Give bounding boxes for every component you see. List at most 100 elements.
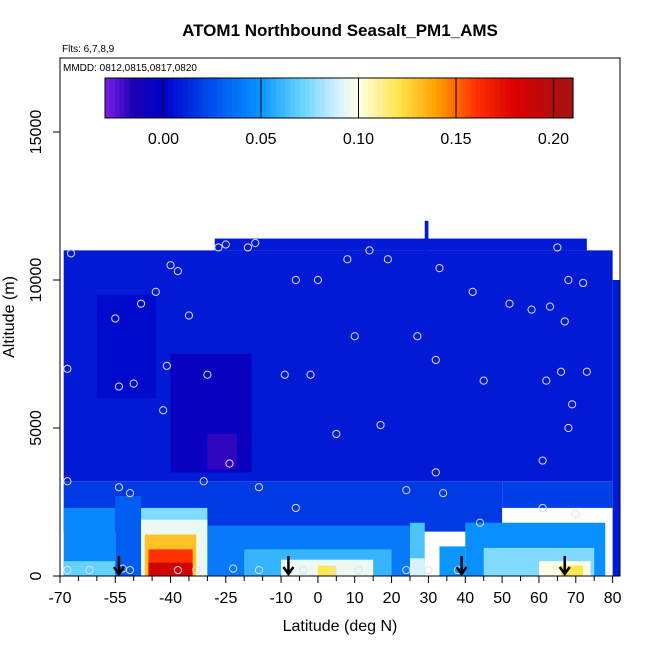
heatmap-cell xyxy=(148,562,193,576)
observation-marker xyxy=(151,287,160,296)
x-tick-label: 40 xyxy=(456,590,474,607)
colorbar-swatch xyxy=(524,78,530,118)
observation-marker xyxy=(527,305,536,314)
colorbar-swatch xyxy=(241,78,247,118)
observation-marker xyxy=(125,489,135,498)
colorbar-swatch xyxy=(499,78,506,118)
observation-marker xyxy=(214,243,223,252)
colorbar-swatch xyxy=(285,78,291,118)
colorbar-swatch xyxy=(129,78,135,118)
colorbar-swatch xyxy=(387,78,394,118)
colorbar-swatch xyxy=(163,78,169,118)
colorbar-swatch xyxy=(485,78,491,118)
observation-marker xyxy=(306,370,315,379)
colorbar-swatch xyxy=(392,78,399,118)
colorbar-swatch xyxy=(329,78,335,118)
observation-marker xyxy=(192,565,201,575)
observation-marker xyxy=(402,486,411,495)
y-tick-label: 10000 xyxy=(28,258,45,303)
y-tick-label: 15000 xyxy=(28,110,45,155)
observation-marker xyxy=(553,243,562,252)
colorbar-swatch xyxy=(144,78,150,118)
x-tick-label: -10 xyxy=(269,590,292,607)
observation-marker xyxy=(203,370,212,379)
observation-marker xyxy=(129,379,138,388)
observation-marker xyxy=(439,489,448,498)
colorbar-swatch xyxy=(558,78,564,118)
colorbar-swatch xyxy=(504,78,511,118)
colorbar-swatch xyxy=(334,78,340,118)
colorbar-swatch xyxy=(421,78,428,118)
colorbar-swatch xyxy=(534,78,540,118)
colorbar-swatch xyxy=(538,78,545,118)
observation-marker xyxy=(468,287,477,296)
colorbar-swatch xyxy=(324,78,330,118)
colorbar-swatch xyxy=(490,78,496,118)
observation-marker xyxy=(166,261,175,270)
observation-marker xyxy=(564,423,573,433)
colorbar-swatch xyxy=(431,78,438,118)
colorbar-swatch xyxy=(217,78,223,118)
colorbar-swatch xyxy=(417,78,423,118)
colorbar-swatch xyxy=(509,78,516,118)
colorbar-swatch xyxy=(553,78,559,118)
observation-marker xyxy=(350,332,359,341)
observation-marker xyxy=(63,477,72,486)
colorbar-swatch xyxy=(451,78,457,118)
colorbar-swatch xyxy=(529,78,535,118)
heatmap-cell xyxy=(63,561,116,576)
colorbar-swatch xyxy=(270,78,277,118)
observation-marker xyxy=(162,361,171,370)
x-tick-label: 0 xyxy=(313,590,322,607)
observation-marker xyxy=(424,565,433,575)
observation-marker xyxy=(538,503,547,513)
observation-marker xyxy=(125,565,135,575)
observation-marker xyxy=(413,332,422,341)
flight-arrow xyxy=(282,556,295,577)
observation-marker xyxy=(199,477,208,486)
colorbar-swatch xyxy=(568,78,574,118)
observation-marker xyxy=(280,370,289,379)
colorbar-swatch xyxy=(309,78,316,118)
observation-marker xyxy=(243,243,252,252)
observation-marker xyxy=(435,264,444,273)
x-tick-label: 70 xyxy=(567,590,585,607)
colorbar-swatch xyxy=(246,78,252,118)
colorbar-swatch xyxy=(139,78,145,118)
colorbar-swatch xyxy=(300,78,306,118)
colorbar-swatch xyxy=(363,78,369,118)
plot-area xyxy=(63,220,620,577)
colorbar-swatch xyxy=(373,78,379,118)
colorbar-swatch xyxy=(397,78,403,118)
colorbar-swatch xyxy=(402,78,408,118)
colorbar-swatch xyxy=(295,78,301,118)
colorbar-swatch xyxy=(173,78,179,118)
observation-marker xyxy=(582,367,591,376)
colorbar-swatch xyxy=(519,78,525,118)
observation-marker xyxy=(111,314,120,323)
observation-marker xyxy=(229,564,238,573)
observation-marker xyxy=(431,468,440,477)
colorbar-swatch xyxy=(114,78,121,118)
colorbar-swatch xyxy=(426,78,433,118)
heatmap-cell xyxy=(317,565,337,576)
heatmap-cell xyxy=(424,220,429,251)
dates-label: MMDD: 0812,0815,0817,0820 xyxy=(63,63,197,74)
observation-marker xyxy=(173,565,182,575)
observation-marker xyxy=(299,565,308,575)
colorbar-swatch xyxy=(348,78,355,118)
colorbar-swatch xyxy=(105,78,111,118)
colorbar-swatch xyxy=(543,78,550,118)
observation-marker xyxy=(291,275,300,285)
colorbar-swatch xyxy=(265,78,272,118)
colorbar-swatch xyxy=(148,78,155,118)
colorbar-swatch xyxy=(319,78,325,118)
observation-marker xyxy=(114,483,124,492)
colorbar-swatch xyxy=(382,78,389,118)
colorbar-swatch xyxy=(280,78,286,118)
observation-marker xyxy=(328,565,337,575)
colorbar-swatch xyxy=(178,78,184,118)
colorbar-swatch xyxy=(124,78,130,118)
colorbar-swatch xyxy=(207,78,213,118)
colorbar-swatch xyxy=(343,78,350,118)
